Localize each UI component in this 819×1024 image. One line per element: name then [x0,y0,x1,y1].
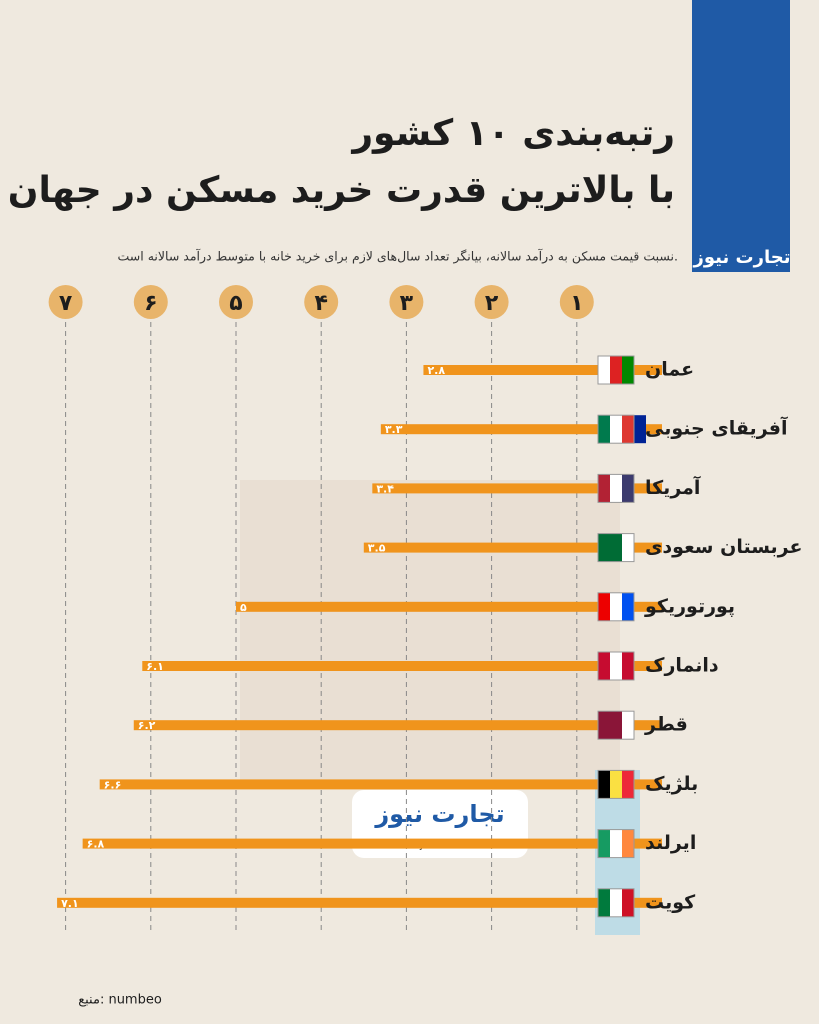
x-tick-label: ۳ [400,291,414,316]
x-tick-label: ۷ [59,291,73,316]
x-tick-label: ۵ [229,291,242,316]
country-label: عربستان سعودی [645,536,802,558]
flag [634,415,646,444]
flag [598,829,610,858]
bar [82,838,662,849]
x-tick-label: ۱ [570,291,583,316]
flag [610,474,622,503]
flag-border [597,414,635,444]
source: منبع: numbeo [78,993,162,1008]
tick-circle [474,285,509,319]
flag [622,592,634,621]
value-label: ۶.۲ [138,719,156,732]
value-label: ۶.۱ [146,660,164,673]
logo: تجارت نیوز [374,800,504,828]
value-label: ۶.۶ [104,778,122,791]
bar [363,542,662,553]
flag [622,829,634,858]
bar [133,720,662,731]
subtitle: نسبت قیمت مسکن به درآمد سالانه، بیانگر ت… [118,249,678,265]
flag [598,474,610,503]
flag [598,652,610,680]
x-tick-label: ۶ [144,291,157,316]
flag [610,888,622,917]
bar [142,661,662,671]
flag-border [597,710,635,740]
title: رتبه‌بندی ۱۰ کشور [350,113,675,154]
flag [598,770,610,799]
country-label: قطر [644,714,688,736]
logo: تجارت نیوز [693,247,791,268]
country-label: آفریقای جنوبی [645,416,788,440]
house-illustration [240,480,620,780]
flag [622,356,634,384]
country-label: بلژیک [645,773,698,795]
flag [622,533,634,562]
flag [610,711,622,740]
flag [598,415,610,444]
bar [236,601,662,612]
flag [610,829,622,858]
bar [99,779,663,790]
flag-border [597,533,635,563]
flag-border [597,888,635,918]
tick-circle [304,285,339,319]
flag [622,415,634,444]
tick-circle [389,285,424,319]
flag-border [597,651,635,681]
country-label: دانمارک [645,655,719,677]
bar [57,897,662,908]
tick-circle [48,285,83,319]
tick-circle [133,285,168,319]
flag [622,652,634,680]
bar [423,365,662,375]
flag [598,592,610,621]
value-label: ۳.۴ [376,482,394,495]
value-label: ۵ [240,601,247,614]
flag [598,888,610,917]
country-label: پورتوریکو [644,595,735,617]
tick-circle [559,285,594,319]
flag [598,533,610,562]
flag [610,415,622,444]
flag [598,356,610,384]
value-label: ۷.۱ [61,897,79,910]
flag-border [597,769,635,799]
flag [622,770,634,799]
brand-band [692,0,790,272]
bar [372,483,662,494]
flag-border [597,355,635,385]
tick-circle [219,285,253,319]
flag [610,770,622,799]
flag [610,652,622,680]
country-label: ایرلند [645,832,696,854]
value-label: ۶.۸ [87,838,105,851]
flag [622,711,634,740]
flag [622,888,634,917]
flag-border [597,592,635,622]
flag [610,592,622,621]
flag-border [597,473,635,503]
value-label: ۳.۳ [385,423,403,436]
flag [610,533,622,562]
country-label: عمان [645,359,694,381]
title: با بالاترین قدرت خرید مسکن در جهان [8,170,675,211]
country-label: کویت [645,891,696,913]
flag-border [597,829,635,859]
flag [622,474,634,503]
x-tick-label: ۴ [314,291,327,316]
country-label: آمریکا [645,475,701,499]
flag [598,711,610,740]
bar [380,424,662,435]
value-label: ۲.۸ [427,364,445,377]
value-label: ۳.۵ [368,542,386,555]
x-tick-label: ۲ [485,291,499,316]
flag [610,356,622,384]
